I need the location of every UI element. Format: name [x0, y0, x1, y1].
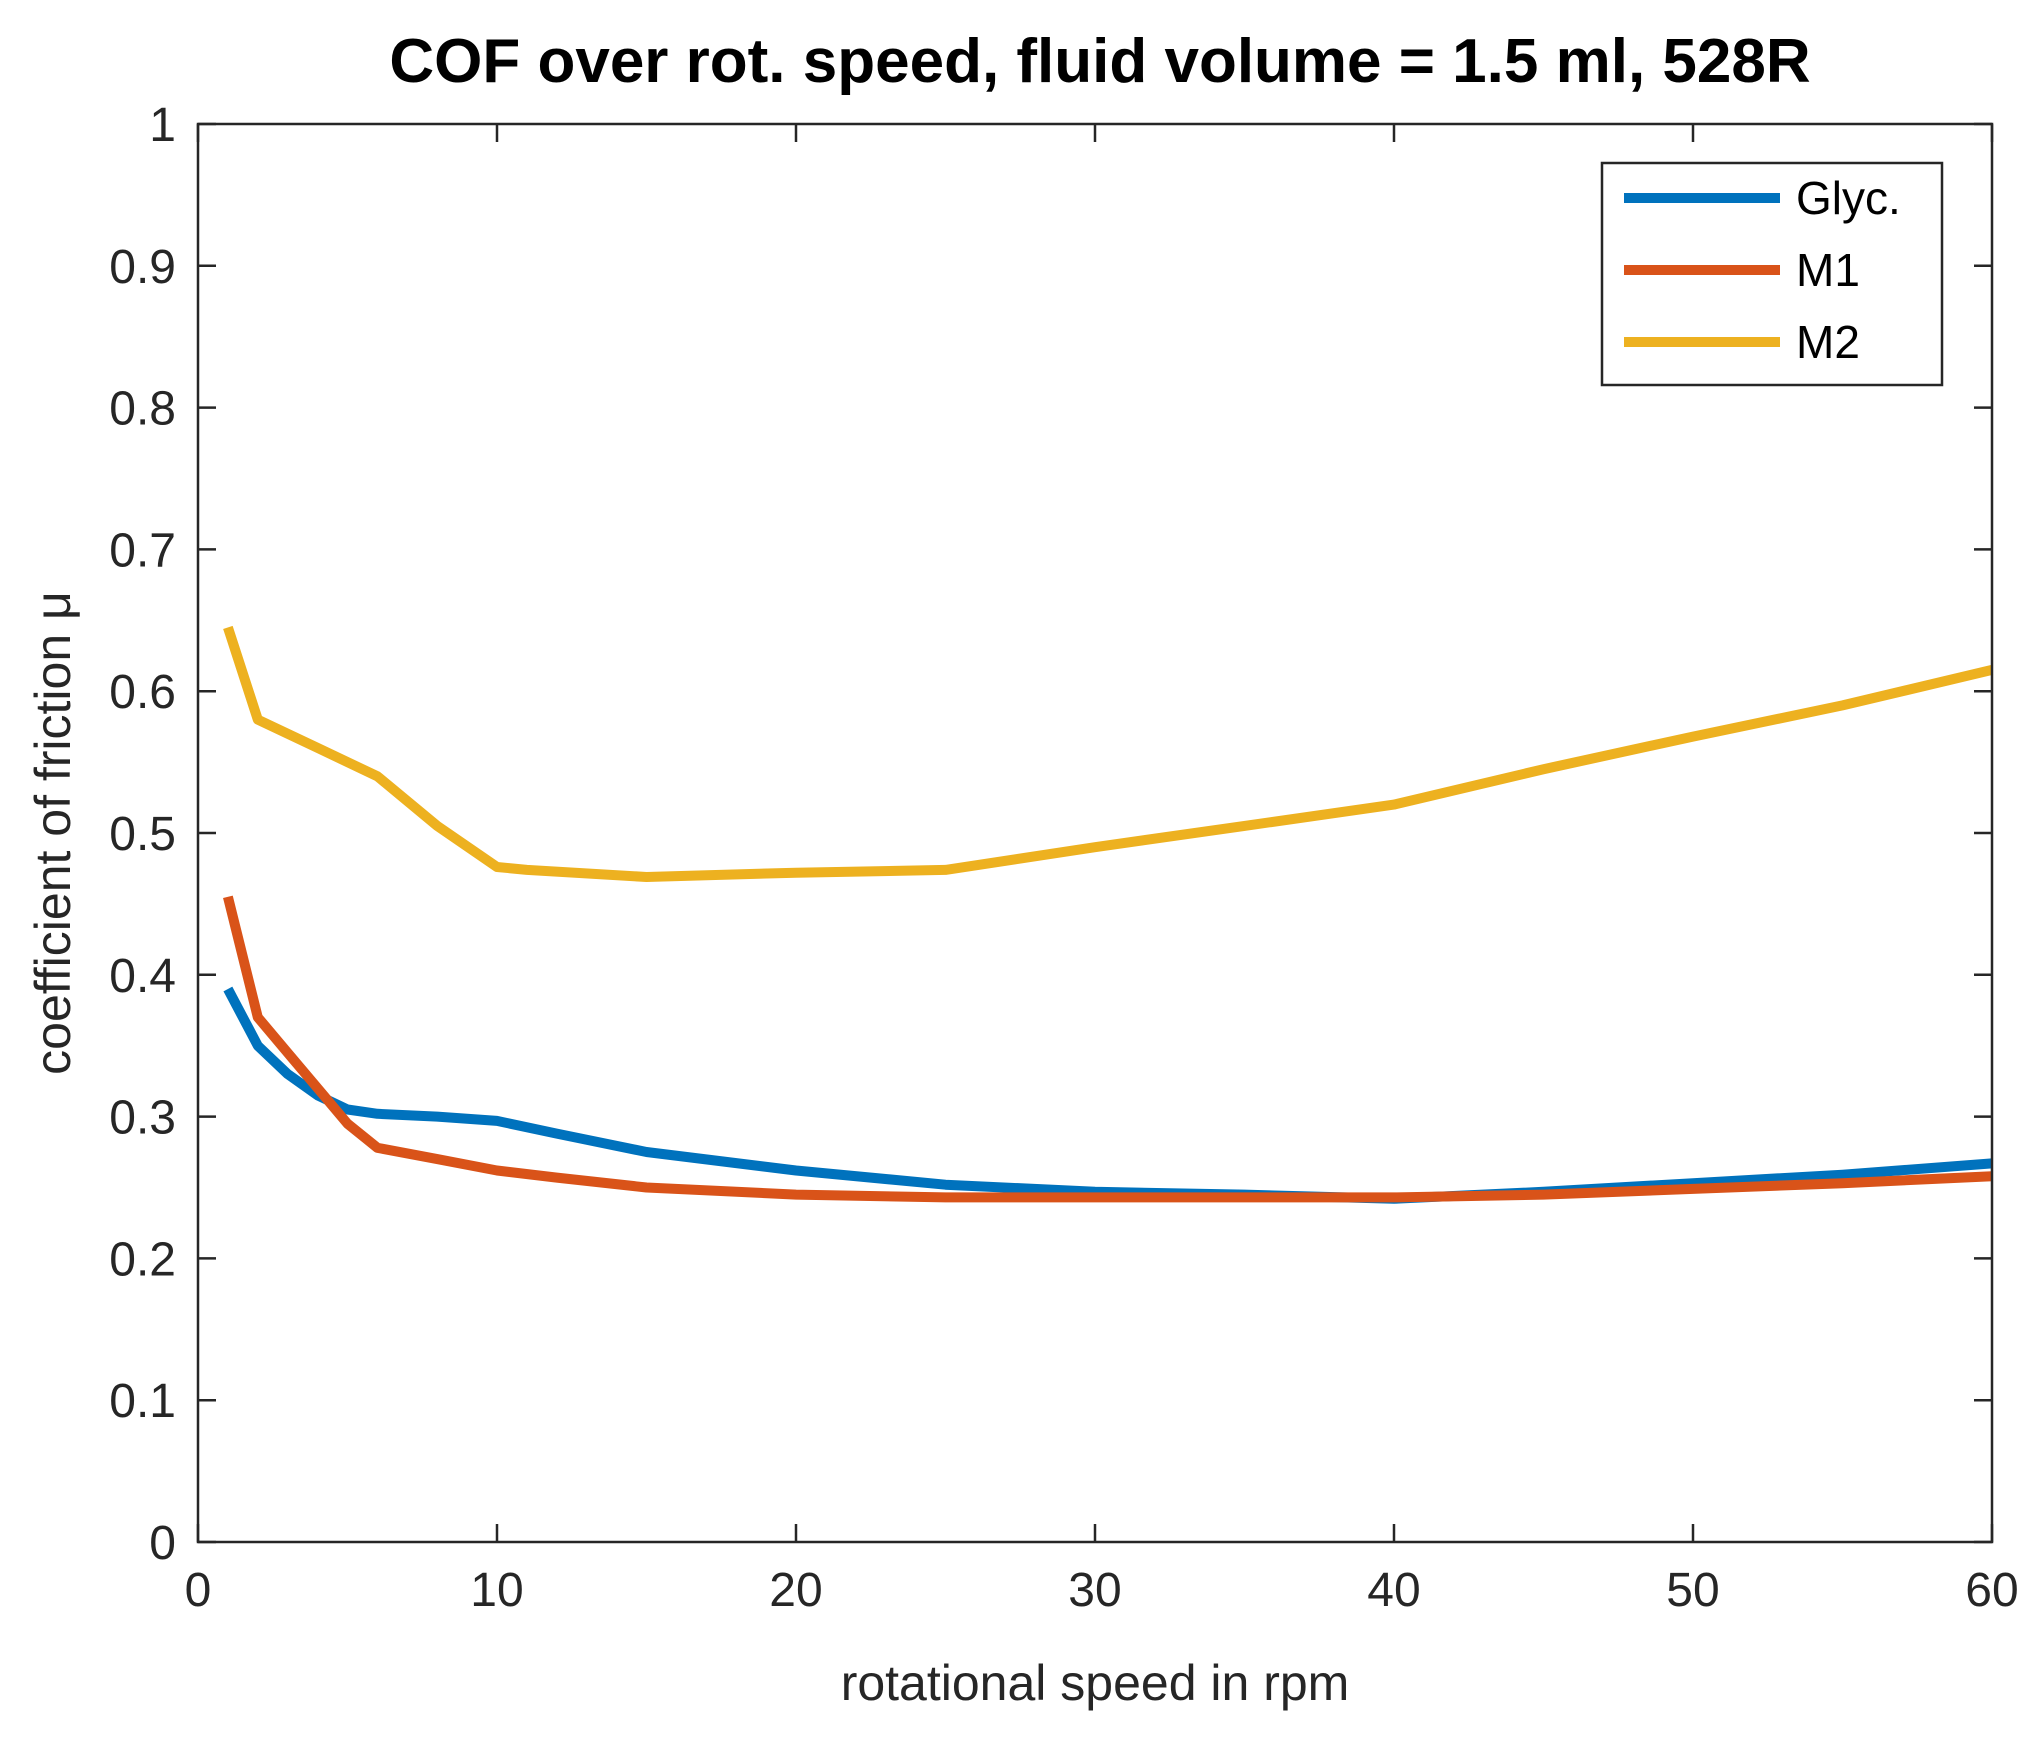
- y-tick-label: 0.6: [109, 666, 176, 719]
- x-axis-label: rotational speed in rpm: [841, 1655, 1350, 1711]
- plot-area-frame: [196, 122, 1994, 1544]
- legend-label-1: M1: [1796, 244, 1860, 296]
- y-tick-label: 0.5: [109, 808, 176, 861]
- y-axis-label: coefficient of friction μ: [25, 591, 81, 1075]
- y-tick-label: 0.2: [109, 1233, 176, 1286]
- y-tick-label: 0.4: [109, 950, 176, 1003]
- series-line-1: [223, 895, 1993, 1203]
- y-tick-label: 1: [149, 99, 176, 152]
- x-tick-label: 60: [1965, 1564, 2018, 1617]
- x-tick-label: 0: [185, 1564, 212, 1617]
- y-tick-label: 0.7: [109, 524, 176, 577]
- axis-ticks: 0 10 20 30 40 50 60 0 0.1 0.2 0.3 0.4 0.5 0.6 0.7 0.8 0.…: [109, 99, 2018, 1617]
- x-tick-label: 10: [470, 1564, 523, 1617]
- y-tick-label: 0.8: [109, 383, 176, 436]
- legend-label-0: Glyc.: [1796, 172, 1901, 224]
- plot-lines: [223, 625, 1994, 1204]
- y-tick-label: 0.9: [109, 241, 176, 294]
- x-tick-label: 20: [769, 1564, 822, 1617]
- x-tick-label: 40: [1367, 1564, 1420, 1617]
- chart-title: COF over rot. speed, fluid volume = 1.5 …: [389, 27, 1810, 96]
- series-line-2: [223, 625, 1994, 882]
- legend: Glyc. M1 M2: [1600, 161, 1944, 387]
- y-tick-label: 0.1: [109, 1375, 176, 1428]
- x-tick-label: 50: [1666, 1564, 1719, 1617]
- x-tick-label: 30: [1068, 1564, 1121, 1617]
- y-tick-label: 0: [149, 1517, 176, 1570]
- y-tick-label: 0.3: [109, 1092, 176, 1145]
- legend-label-2: M2: [1796, 316, 1860, 368]
